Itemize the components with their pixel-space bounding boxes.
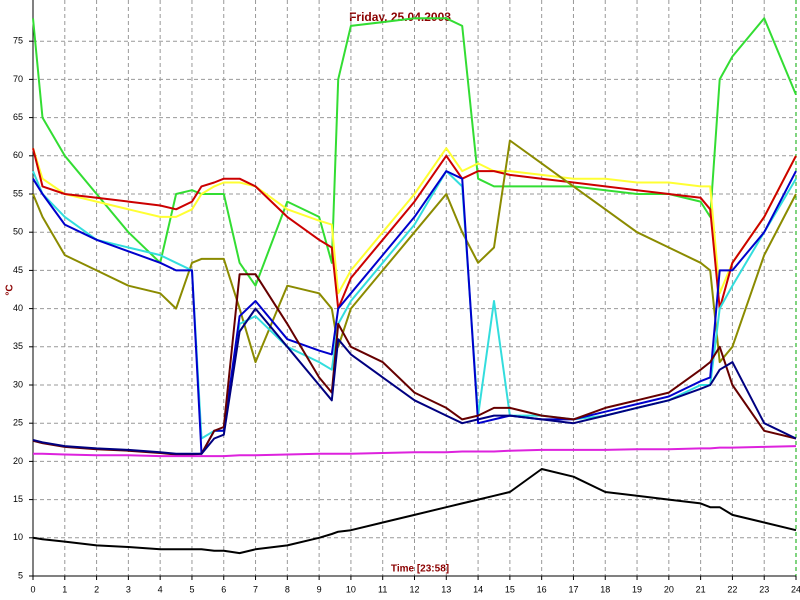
y-tick-label: 50	[13, 227, 23, 237]
x-tick-label: 20	[664, 584, 674, 594]
y-tick-label: 55	[13, 188, 23, 198]
data-line	[32, 139, 797, 364]
data-line	[32, 307, 797, 455]
y-tick-label: 15	[13, 494, 23, 504]
chart-title: Friday, 25.04.2008	[349, 10, 451, 24]
x-tick-label: 23	[759, 584, 769, 594]
y-tick-label: 75	[13, 36, 23, 46]
y-axis-label: °C	[5, 284, 16, 295]
x-tick-label: 7	[253, 584, 258, 594]
y-tick-label: 20	[13, 456, 23, 466]
x-tick-label: 5	[189, 584, 194, 594]
x-tick-label: 13	[441, 584, 451, 594]
data-line	[32, 468, 797, 555]
x-tick-label: 24	[791, 584, 800, 594]
y-tick-label: 5	[18, 570, 23, 580]
y-tick-label: 25	[13, 418, 23, 428]
x-tick-label: 8	[285, 584, 290, 594]
x-tick-label: 6	[221, 584, 226, 594]
x-tick-label: 3	[126, 584, 131, 594]
x-tick-label: 21	[696, 584, 706, 594]
data-line	[33, 445, 797, 458]
y-tick-label: 40	[13, 303, 23, 313]
y-tick-label: 65	[13, 112, 23, 122]
x-tick-label: 22	[727, 584, 737, 594]
x-tick-label: 4	[158, 584, 163, 594]
x-tick-label: 18	[600, 584, 610, 594]
x-tick-label: 1	[62, 584, 67, 594]
x-tick-label: 16	[537, 584, 547, 594]
x-tick-label: 0	[30, 584, 35, 594]
x-tick-label: 10	[346, 584, 356, 594]
x-tick-label: 9	[317, 584, 322, 594]
x-tick-label: 12	[409, 584, 419, 594]
data-line	[32, 170, 797, 455]
y-tick-label: 60	[13, 150, 23, 160]
y-tick-label: 30	[13, 379, 23, 389]
x-tick-label: 17	[568, 584, 578, 594]
x-axis-label: Time [23:58]	[391, 564, 449, 575]
x-tick-label: 2	[94, 584, 99, 594]
x-tick-label: 11	[378, 584, 387, 594]
y-tick-label: 45	[13, 265, 23, 275]
x-tick-label: 14	[473, 584, 483, 594]
data-line	[32, 147, 797, 295]
y-tick-label: 70	[13, 74, 23, 84]
x-tick-label: 19	[632, 584, 642, 594]
x-tick-label: 15	[505, 584, 515, 594]
data-line	[32, 147, 797, 310]
y-tick-label: 10	[13, 532, 23, 542]
y-tick-label: 35	[13, 341, 23, 351]
